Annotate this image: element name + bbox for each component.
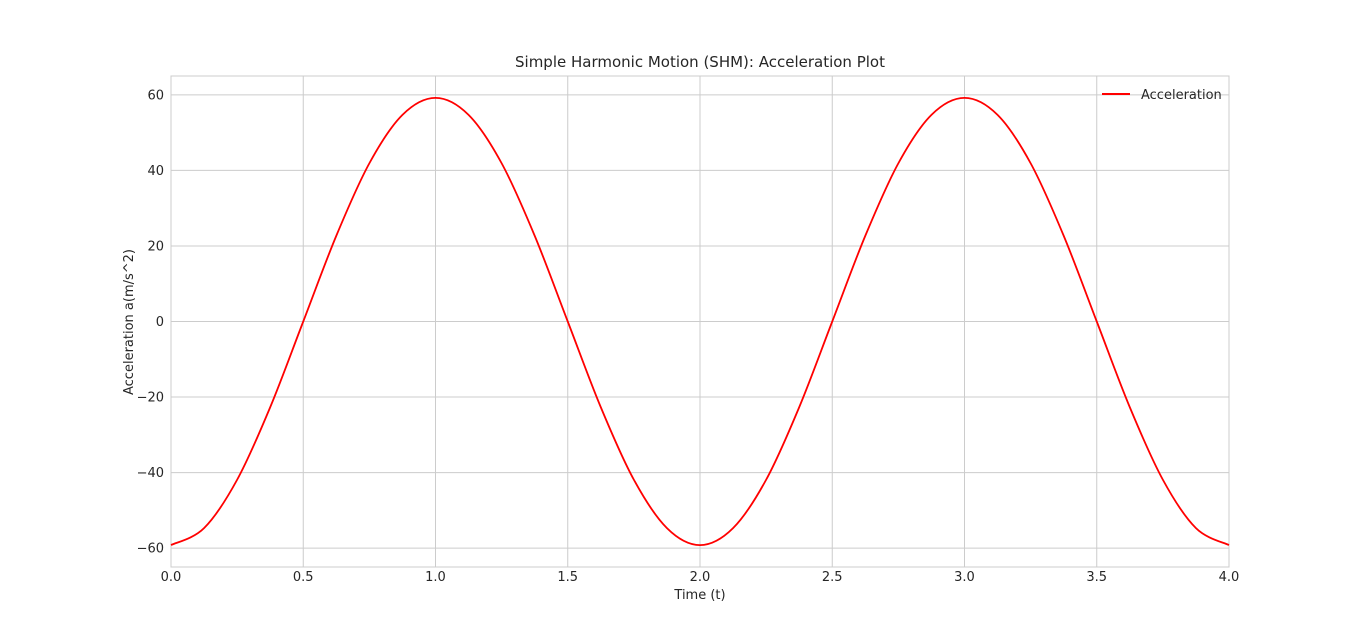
x-tick-label: 1.0	[425, 570, 446, 585]
y-tick-labels: 60 40 20 0 −20 −40 −60	[137, 88, 164, 556]
x-tick-label: 4.0	[1219, 570, 1240, 585]
y-tick-label: −60	[137, 542, 164, 557]
y-tick-label: −40	[137, 466, 164, 481]
x-tick-label: 0.5	[293, 570, 314, 585]
x-tick-label: 1.5	[557, 570, 578, 585]
legend: Acceleration	[1102, 88, 1222, 103]
y-tick-label: 20	[147, 239, 164, 254]
x-tick-label: 2.0	[690, 570, 711, 585]
plot-frame	[170, 75, 1230, 568]
series-layer	[170, 97, 1230, 546]
x-tick-label: 3.0	[954, 570, 975, 585]
chart-title: Simple Harmonic Motion (SHM): Accelerati…	[515, 53, 885, 71]
legend-label-acceleration: Acceleration	[1141, 88, 1222, 103]
x-tick-label: 2.5	[822, 570, 843, 585]
y-tick-label: 40	[147, 164, 164, 179]
y-axis-label: Acceleration a(m/s^2)	[122, 249, 137, 395]
x-tick-label: 3.5	[1086, 570, 1107, 585]
x-tick-labels: 0.0 0.5 1.0 1.5 2.0 2.5 3.0 3.5 4.0	[161, 570, 1240, 585]
x-axis-label: Time (t)	[673, 588, 725, 603]
y-tick-label: −20	[137, 391, 164, 406]
y-tick-label: 60	[147, 88, 164, 103]
x-tick-label: 0.0	[161, 570, 182, 585]
acceleration-series-line	[170, 97, 1230, 546]
y-tick-label: 0	[156, 315, 164, 330]
